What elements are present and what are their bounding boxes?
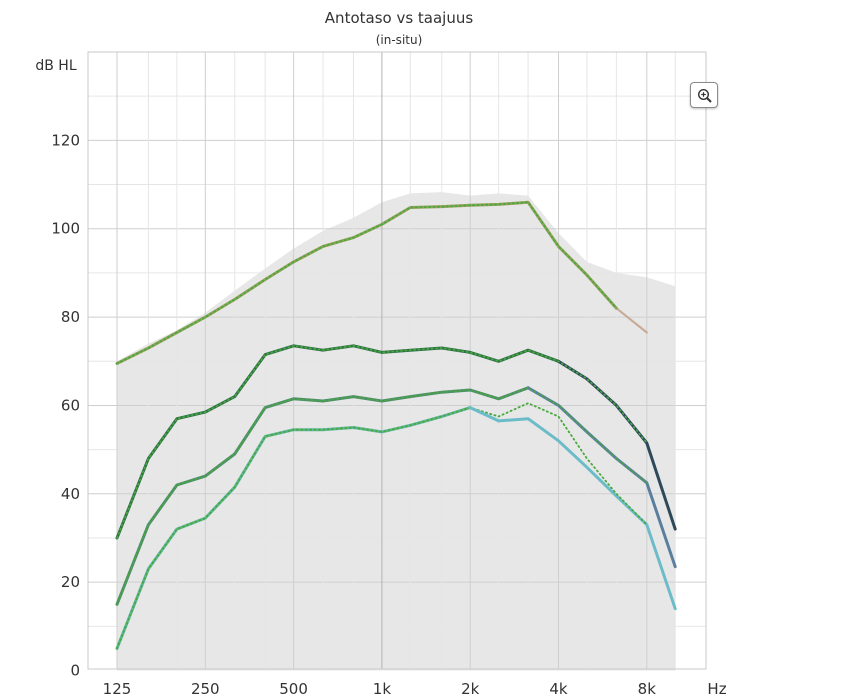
x-tick-label: 4k [549,680,568,698]
grid [88,52,706,669]
chart-title-group: Antotaso vs taajuus (in-situ) [325,9,474,47]
y-tick-label: 120 [51,131,80,149]
chart-subtitle: (in-situ) [376,33,423,47]
series-mpo-dotted [116,201,618,365]
y-tick-label: 80 [61,308,80,326]
y-tick-label: 0 [70,662,80,680]
chart-title: Antotaso vs taajuus [325,9,474,27]
series-soft-dotted [116,402,648,650]
y-axis-ticks: 0 20 40 60 80 100 120 [51,131,80,679]
x-tick-label: 125 [103,680,132,698]
series-mpo-tail [615,307,648,334]
x-tick-label: 2k [461,680,480,698]
series-layer [115,200,677,650]
x-tick-label: 250 [191,680,220,698]
series-soft-tail [497,417,677,611]
x-axis-ticks: 125 250 500 1k 2k 4k 8k [103,680,657,698]
y-axis-label: dB HL [35,58,76,74]
y-tick-label: 40 [61,485,80,503]
y-tick-label: 20 [61,573,80,591]
x-axis-unit: Hz [707,680,726,698]
y-tick-label: 60 [61,396,80,414]
series-soft-tail-join [468,406,501,423]
max-output-region [117,192,676,671]
x-tick-label: 1k [373,680,392,698]
x-tick-label: 8k [638,680,657,698]
x-tick-label: 500 [279,680,308,698]
series-loud-dotted [116,345,648,539]
zoom-in-icon [697,88,712,103]
plot-frame [87,51,707,670]
zoom-button[interactable] [690,82,718,108]
series-medium-dotted [116,387,648,606]
y-tick-label: 100 [51,220,80,238]
